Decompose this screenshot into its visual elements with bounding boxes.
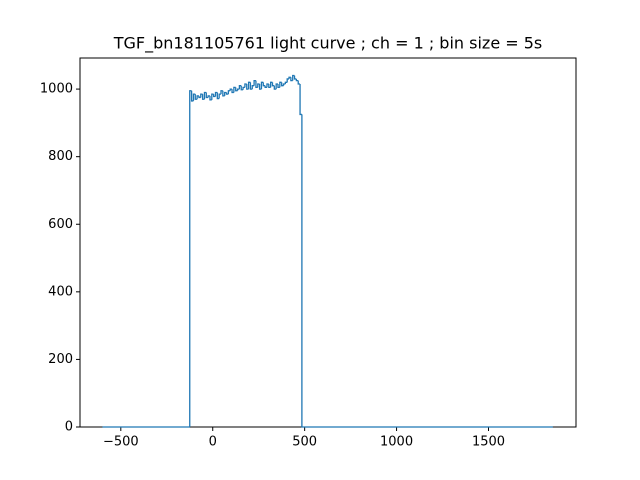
step-bin <box>229 88 233 91</box>
step-bin <box>255 80 258 89</box>
step-bin <box>262 82 266 87</box>
y-tick-label: 0 <box>65 420 73 435</box>
step-bin <box>295 78 299 82</box>
y-tick-label: 1000 <box>40 82 73 97</box>
step-bin <box>216 92 220 100</box>
step-bin <box>299 84 302 116</box>
step-bin <box>242 86 245 90</box>
x-tick-label: 0 <box>209 435 217 450</box>
step-bin <box>281 82 284 87</box>
step-bin <box>293 75 297 80</box>
step-bin <box>227 90 231 95</box>
step-bin <box>236 88 240 91</box>
step-bin <box>235 87 238 92</box>
y-tick-label: 800 <box>48 149 73 164</box>
step-bin <box>297 80 301 85</box>
step-bin <box>268 84 271 89</box>
step-bin <box>264 85 267 89</box>
step-bin <box>277 84 280 89</box>
step-bin <box>301 114 553 428</box>
step-bin <box>214 91 218 97</box>
step-bin <box>218 93 222 99</box>
step-bin <box>257 83 260 88</box>
step-bin <box>225 92 229 95</box>
x-tick-label: 1500 <box>472 435 505 450</box>
step-bin <box>203 91 207 100</box>
step-bin <box>224 91 227 96</box>
y-tick-label: 400 <box>48 284 73 299</box>
chart-title: TGF_bn181105761 light curve ; ch = 1 ; b… <box>113 34 543 54</box>
step-bin <box>286 78 290 83</box>
step-bin <box>266 83 269 88</box>
x-tick-label: −500 <box>103 435 139 450</box>
step-bin <box>222 90 225 97</box>
y-tick-label: 600 <box>48 217 73 232</box>
step-bin <box>284 81 288 85</box>
step-bin <box>189 90 192 427</box>
step-bin <box>251 85 255 90</box>
step-bin <box>213 94 216 98</box>
step-bin <box>244 83 247 88</box>
step-bin <box>201 94 205 100</box>
step-bin <box>253 79 256 86</box>
step-bin <box>190 90 194 102</box>
x-tick-label: 500 <box>292 435 317 450</box>
axes-frame <box>79 57 577 428</box>
step-bin <box>292 74 295 81</box>
step-bin <box>194 94 198 100</box>
step-bin <box>271 82 275 87</box>
step-bin <box>282 83 286 86</box>
x-tick-label: 1000 <box>380 435 413 450</box>
step-bin <box>275 83 278 90</box>
y-tick-label: 200 <box>48 352 73 367</box>
